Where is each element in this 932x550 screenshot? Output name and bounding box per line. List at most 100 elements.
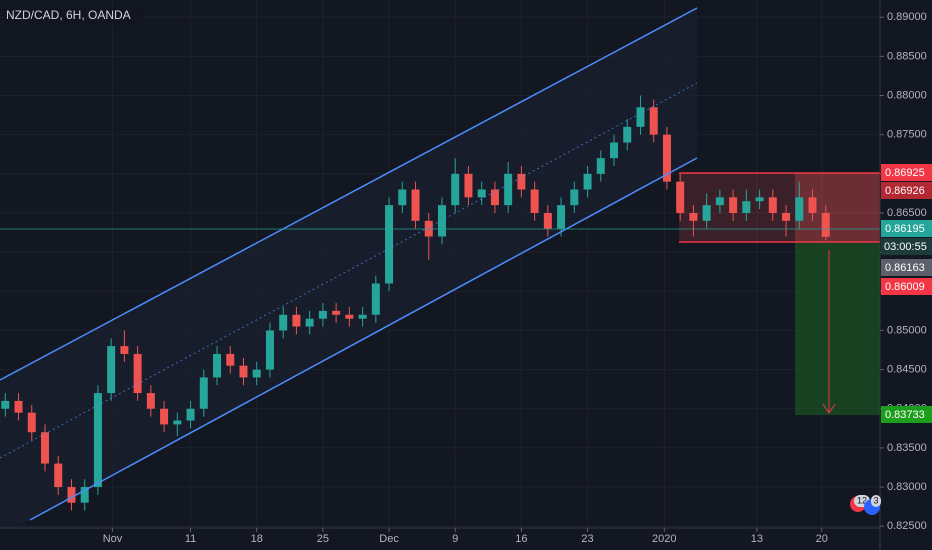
candle-body — [133, 353, 142, 394]
candle-body — [371, 283, 380, 315]
candle-body — [226, 353, 235, 366]
price-label: 0.86925 — [885, 167, 925, 179]
candle-body — [14, 400, 23, 413]
candle-body — [490, 189, 499, 206]
candle-body — [570, 189, 579, 206]
candle-body — [54, 463, 63, 488]
y-tick-label: 0.86500 — [887, 207, 927, 219]
price-label: 0.86009 — [885, 281, 925, 293]
badge-count[interactable]: 12 — [857, 495, 867, 505]
candle-body — [318, 310, 327, 319]
candle-body — [265, 330, 274, 370]
candle-body — [782, 212, 791, 221]
candle-body — [702, 205, 711, 221]
label-box — [881, 164, 932, 181]
price-label: 0.86163 — [885, 262, 925, 274]
y-tick-label: 0.85000 — [887, 324, 927, 336]
candle-body — [649, 107, 658, 135]
candle-body — [583, 173, 592, 190]
x-tick-label: 25 — [317, 533, 329, 545]
candle-body — [186, 408, 195, 421]
candle-body — [610, 142, 619, 159]
candle-body — [358, 314, 367, 319]
y-tick-label: 0.82500 — [887, 520, 927, 532]
x-tick-label: Dec — [379, 533, 399, 545]
x-tick-label: 9 — [452, 533, 458, 545]
candle-body — [821, 212, 830, 237]
candle-body — [67, 487, 76, 503]
candle-body — [662, 134, 671, 182]
candle-body — [279, 314, 288, 331]
x-tick-label: 16 — [515, 533, 527, 545]
price-label: 0.86195 — [885, 223, 925, 235]
candle-body — [477, 189, 486, 198]
y-tick-label: 0.84500 — [887, 364, 927, 376]
label-box — [881, 259, 932, 276]
x-tick-label: 11 — [185, 533, 196, 545]
title-bg — [4, 6, 144, 26]
candle-body — [543, 212, 552, 229]
candle-body — [332, 310, 341, 315]
candle-body — [292, 314, 301, 327]
candle-body — [345, 314, 354, 319]
x-tick-label: 18 — [251, 533, 263, 545]
candle-body — [305, 318, 314, 327]
channel-upper — [0, 7, 698, 381]
x-tick-label: 23 — [581, 533, 593, 545]
chart-title: NZD/CAD, 6H, OANDA — [6, 8, 131, 22]
channel-mid — [0, 82, 698, 459]
candle-body — [199, 377, 208, 409]
candle-body — [755, 197, 764, 202]
x-tick-label: 2020 — [652, 533, 676, 545]
candle-body — [451, 173, 460, 206]
candle-body — [676, 181, 685, 213]
candle-body — [689, 212, 698, 221]
badges[interactable]: 12 3 — [850, 495, 881, 515]
label-box — [881, 238, 932, 255]
y-tick-label: 0.83500 — [887, 442, 927, 454]
candle-body — [1, 400, 10, 409]
candle-body — [398, 189, 407, 206]
candle-body — [252, 369, 261, 378]
candle-body — [636, 107, 645, 127]
candles — [1, 95, 830, 511]
stop-zone-active — [795, 173, 880, 242]
candle-body — [27, 412, 36, 433]
candle-body — [107, 346, 116, 394]
price-label: 0.86926 — [885, 185, 925, 197]
countdown: 03:00:55 — [884, 241, 927, 253]
candle-body — [80, 487, 89, 503]
candle-body — [557, 205, 566, 229]
x-tick-label: 13 — [751, 533, 763, 545]
y-tick-label: 0.83000 — [887, 481, 927, 493]
candle-body — [530, 189, 539, 213]
badge[interactable] — [871, 495, 881, 507]
price-label: 0.83733 — [885, 409, 925, 421]
candle-body — [768, 197, 777, 213]
candle-body — [504, 173, 513, 206]
candle-body — [596, 158, 605, 174]
candle-body — [729, 197, 738, 213]
candle-body — [385, 205, 394, 284]
y-tick-label: 0.88000 — [887, 89, 927, 101]
badge-count[interactable]: 3 — [873, 495, 878, 505]
candle-body — [239, 365, 248, 378]
x-axis-panel — [0, 528, 880, 550]
x-tick-label: Nov — [103, 533, 123, 545]
y-tick-label: 0.88500 — [887, 50, 927, 62]
candle-body — [120, 346, 129, 354]
y-tick-label: 0.87500 — [887, 129, 927, 141]
price-labels: 0.86925 0.86926 0.86195 03:00:55 0.86163… — [881, 164, 932, 423]
label-box — [881, 220, 932, 237]
candle-body — [40, 432, 49, 464]
candle-body — [715, 197, 724, 206]
candle-body — [411, 189, 420, 221]
target-zone — [795, 242, 880, 415]
candle-body — [623, 126, 632, 143]
candle-body — [173, 420, 182, 425]
candle-body — [795, 197, 804, 221]
channel-fill — [0, 8, 697, 535]
label-box — [881, 278, 932, 295]
y-tick-label: 0.89000 — [887, 11, 927, 23]
